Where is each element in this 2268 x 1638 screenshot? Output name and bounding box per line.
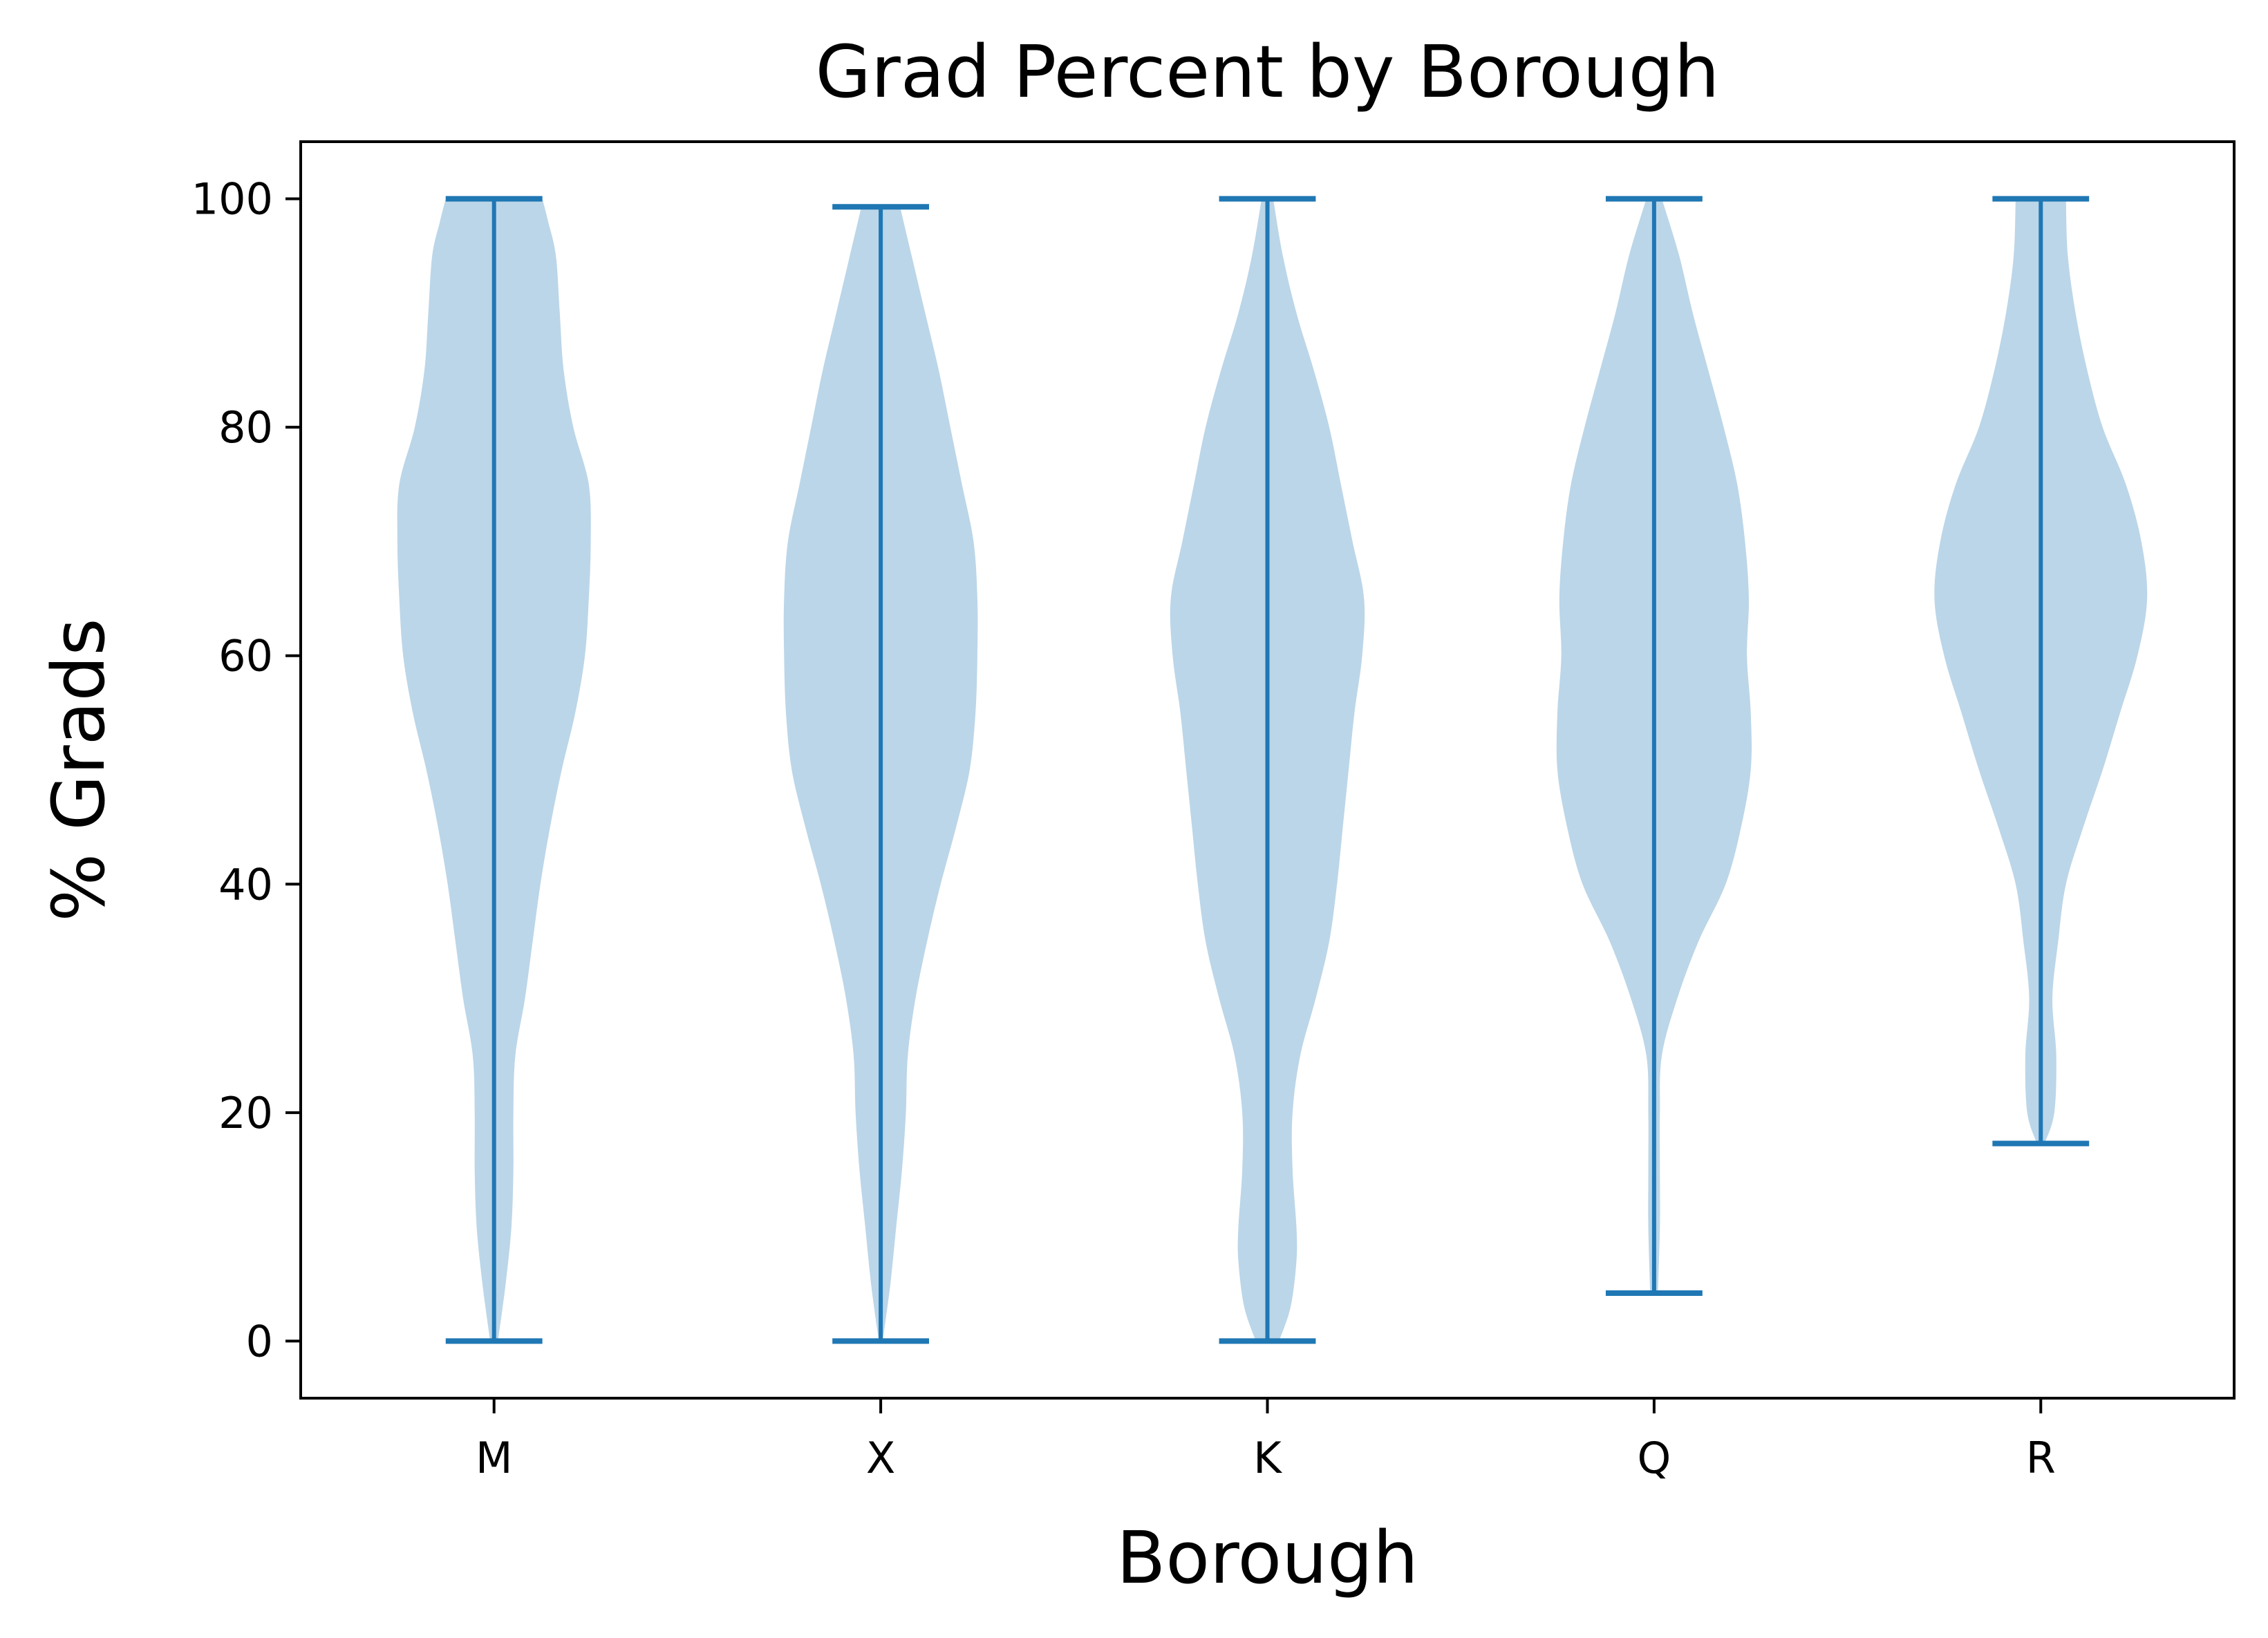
violin-K (1170, 196, 1365, 1344)
y-tick-label: 40 (218, 859, 273, 910)
x-tick-label: Q (1637, 1433, 1671, 1483)
x-tick-label: R (2026, 1433, 2056, 1483)
violin-Q (1556, 196, 1752, 1296)
y-tick-label: 100 (191, 174, 273, 225)
x-tick-label: X (866, 1433, 895, 1483)
y-tick-label: 80 (218, 402, 273, 453)
violins-layer (397, 196, 2148, 1344)
violin-X (783, 204, 978, 1344)
chart-title: Grad Percent by Borough (815, 30, 1719, 114)
x-axis-label: Borough (1116, 1516, 1418, 1600)
violin-R (1934, 196, 2148, 1147)
y-tick-label: 60 (218, 631, 273, 681)
violin-M (397, 196, 591, 1344)
x-tick-label: M (476, 1433, 513, 1483)
y-tick-label: 20 (218, 1088, 273, 1138)
x-tick-label: K (1253, 1433, 1282, 1483)
y-axis: 0 20 40 60 80 100 (191, 174, 301, 1366)
y-tick-label: 0 (246, 1316, 273, 1366)
y-axis-label: % Grads (37, 618, 121, 921)
